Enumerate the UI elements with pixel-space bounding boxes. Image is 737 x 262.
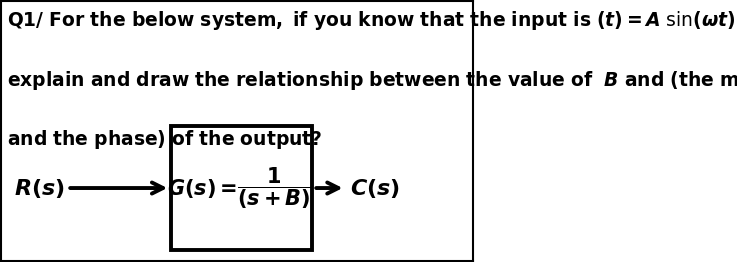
Text: $\dfrac{\boldsymbol{1}}{\boldsymbol{(s+B)}}$: $\dfrac{\boldsymbol{1}}{\boldsymbol{(s+B… xyxy=(237,165,312,211)
Text: $\boldsymbol{R(s)}$: $\boldsymbol{R(s)}$ xyxy=(14,177,65,200)
Text: $\mathbf{explain\ and\ draw\ the\ relationship\ between\ the\ value\ of\ \ }$$\b: $\mathbf{explain\ and\ draw\ the\ relati… xyxy=(7,69,737,92)
Text: $\mathbf{Q1/\ For\ the\ below\ system,\ if\ you\ know\ that\ the\ input\ is\ }$$: $\mathbf{Q1/\ For\ the\ below\ system,\ … xyxy=(7,9,737,32)
Text: $\boldsymbol{G(s) =}$: $\boldsymbol{G(s) =}$ xyxy=(167,177,237,200)
Bar xyxy=(171,126,312,250)
Text: $\boldsymbol{C(s)}$: $\boldsymbol{C(s)}$ xyxy=(350,177,400,200)
Text: $\mathbf{and\ the\ phase)\ of\ the\ output?}$: $\mathbf{and\ the\ phase)\ of\ the\ outp… xyxy=(7,128,322,151)
